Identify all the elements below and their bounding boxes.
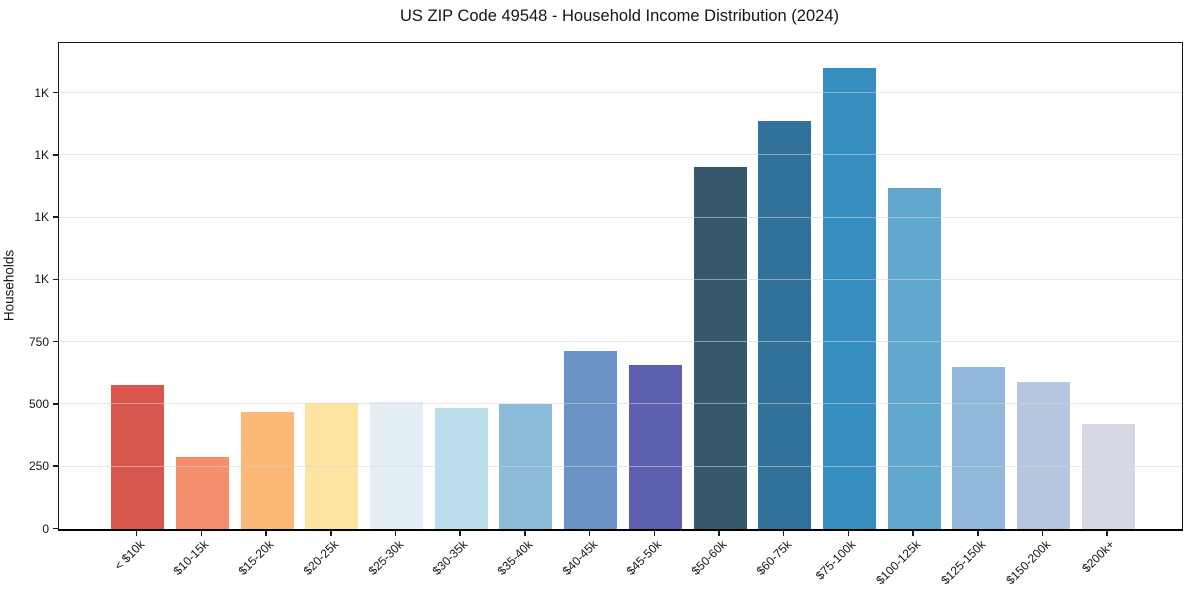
x-tick-mark (1106, 531, 1108, 537)
y-tick-mark (53, 527, 58, 530)
y-tick-label: 1K (34, 147, 49, 162)
bar-15-20k (240, 411, 294, 529)
x-tick-mark (524, 531, 526, 537)
bar-125-150k (952, 367, 1006, 529)
bar-10k (111, 384, 165, 529)
y-tick-label: 750 (28, 334, 49, 349)
x-tick-mark (394, 531, 397, 537)
x-tick-mark (782, 531, 785, 537)
bar-35-40k (499, 404, 553, 529)
gridline (59, 278, 1182, 280)
chart-title: US ZIP Code 49548 - Household Income Dis… (399, 7, 839, 25)
y-tick-label: 500 (28, 396, 49, 411)
y-tick-mark (53, 216, 58, 218)
bar-25-30k (370, 402, 423, 529)
y-tick-mark (53, 465, 58, 467)
x-tick-mark (588, 531, 591, 537)
y-tick-mark (53, 154, 58, 156)
x-tick-mark (459, 531, 461, 537)
y-tick-mark (53, 91, 58, 94)
bar-60-75k (758, 120, 812, 529)
x-tick-mark (135, 531, 138, 537)
x-tick-mark (1041, 531, 1044, 537)
y-tick-mark (53, 403, 58, 405)
y-tick-label: 250 (28, 459, 49, 474)
y-tick-label: 1K (34, 85, 49, 100)
gridline (59, 403, 1182, 405)
x-tick-mark (653, 531, 656, 537)
bar-150-200k (1017, 382, 1070, 529)
bar-30-35k (434, 408, 488, 529)
x-tick-label: < $10k (111, 536, 147, 573)
gridline (59, 465, 1182, 467)
x-tick-mark (265, 531, 267, 537)
x-tick-mark (200, 531, 203, 537)
y-tick-label: 1K (34, 210, 49, 225)
bar-100-125k (887, 187, 941, 529)
bar-200k+ (1081, 424, 1135, 529)
bar-75-100k (822, 68, 876, 529)
bar-50-60k (693, 166, 747, 529)
bar-40-45k (564, 350, 618, 529)
gridline (59, 154, 1182, 156)
x-tick-mark (977, 531, 979, 537)
gridline (59, 92, 1182, 94)
x-tick-mark (912, 531, 914, 537)
bar-45-50k (628, 364, 682, 529)
y-tick-mark (53, 278, 58, 281)
gridline (59, 216, 1182, 218)
gridline (59, 341, 1182, 343)
bar-10-15k (175, 456, 229, 529)
x-tick-mark (847, 531, 850, 537)
y-tick-label: 1K (34, 272, 49, 287)
y-tick-label: 0 (42, 521, 49, 536)
x-tick-mark (718, 531, 720, 537)
y-tick-mark (53, 340, 58, 343)
x-tick-mark (330, 531, 332, 537)
plot-area (58, 42, 1183, 531)
